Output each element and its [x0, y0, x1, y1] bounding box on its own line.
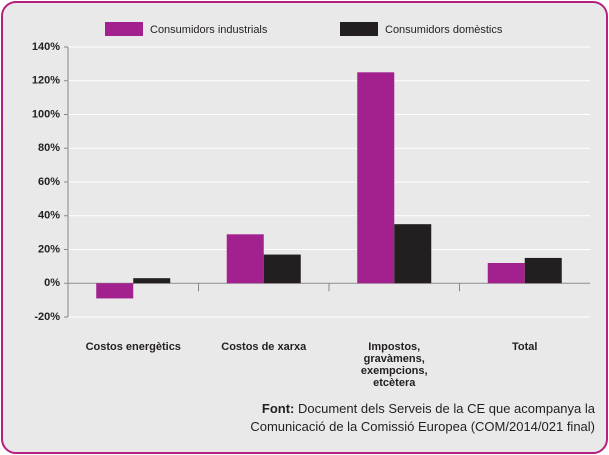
bar: [524, 257, 562, 284]
x-tick-label: Costos de xarxa: [221, 341, 307, 353]
y-tick-label: 120%: [32, 75, 60, 87]
x-tick-label: Total: [512, 341, 538, 353]
y-tick-label: 140%: [32, 41, 60, 53]
x-tick-label: Impostos, gravàmens, exempcions, etcèter…: [360, 341, 428, 389]
bar: [357, 72, 395, 284]
bar: [96, 283, 134, 299]
bar: [394, 224, 432, 284]
bar: [263, 254, 301, 284]
source-text: Document dels Serveis de la CE que acomp…: [250, 401, 595, 434]
legend-swatch: [105, 22, 143, 36]
y-tick-label: 0%: [44, 277, 60, 289]
source-note: Font: Document dels Serveis de la CE que…: [195, 400, 595, 436]
bar: [226, 234, 264, 284]
x-tick-label: Costos energètics: [85, 341, 181, 353]
y-tick-label: 20%: [38, 243, 60, 255]
bar: [487, 263, 525, 284]
source-label: Font:: [261, 401, 295, 416]
y-tick-label: 80%: [38, 142, 60, 154]
y-tick-label: 40%: [38, 210, 60, 222]
y-tick-label: 100%: [32, 108, 60, 120]
y-tick-label: 60%: [38, 176, 60, 188]
legend-label: Consumidors domèstics: [385, 24, 503, 36]
bar: [133, 278, 171, 284]
legend-label: Consumidors industrials: [150, 24, 268, 36]
y-tick-label: -20%: [34, 311, 60, 323]
legend-swatch: [340, 22, 378, 36]
